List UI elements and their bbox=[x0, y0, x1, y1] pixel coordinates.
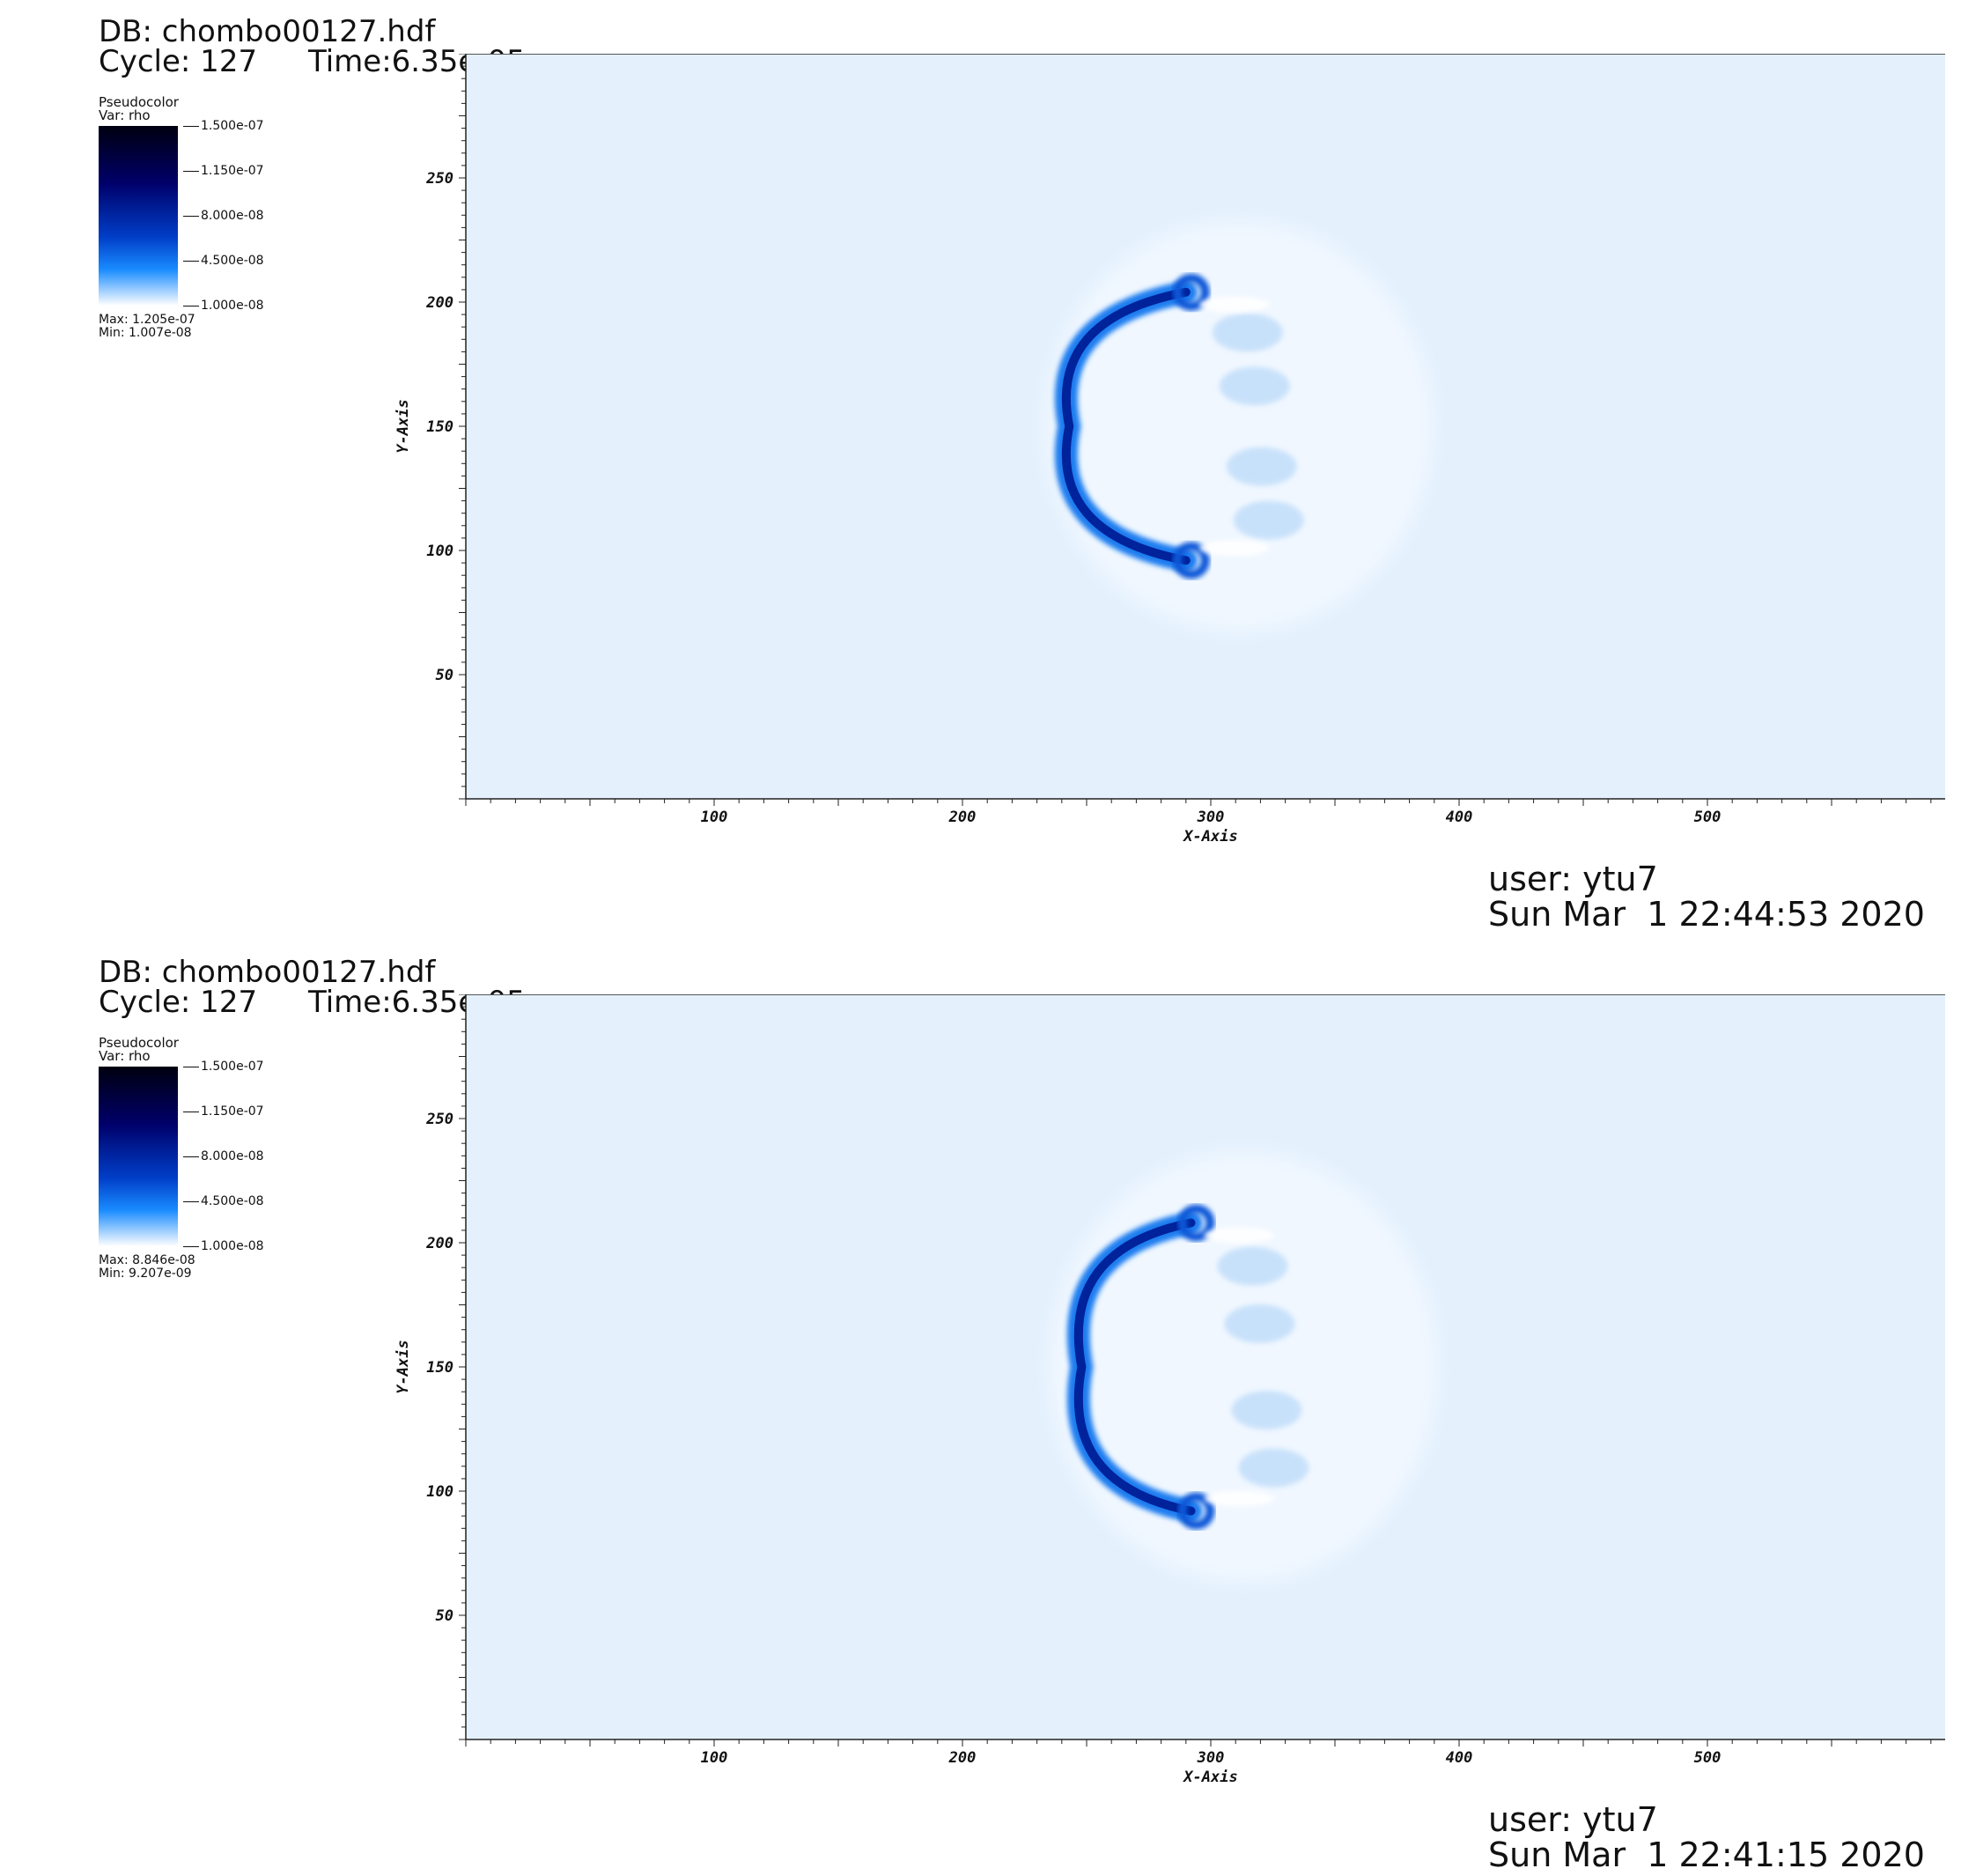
db-label: DB: chombo00127.hdf bbox=[99, 14, 436, 49]
heatmap-plot: 100 200 300 400 500 50 100 150 200 250 X-Axis Y-Axi… bbox=[395, 994, 1945, 1786]
wake-swirl bbox=[1226, 447, 1297, 486]
legend-plot-type: Pseudocolor bbox=[99, 94, 179, 110]
y-tick-label: 250 bbox=[425, 170, 453, 188]
vortex-cap bbox=[1172, 273, 1210, 311]
footer-date: Sun Mar 1 22:41:15 2020 bbox=[1488, 1835, 1925, 1874]
vortex-cap bbox=[1177, 1204, 1215, 1242]
heatmap-plot: 100 200 300 400 500 50 100 150 200 250 X-Axis Y-Axi… bbox=[395, 54, 1945, 846]
shock-arc-core bbox=[1073, 1218, 1196, 1516]
legend-colorbar bbox=[99, 1067, 178, 1246]
cycle-label: Cycle: 127 bbox=[99, 985, 258, 1020]
x-tick-label: 200 bbox=[948, 809, 977, 826]
plot-panel-2: DB: chombo00127.hdf Cycle: 127 Time:6.35… bbox=[0, 941, 1976, 1876]
wake-swirl bbox=[1238, 1448, 1309, 1488]
density-shock-front bbox=[1050, 1152, 1438, 1582]
x-tick-label: 500 bbox=[1694, 809, 1722, 826]
x-tick-label: 400 bbox=[1446, 1749, 1473, 1767]
x-tick-label: 300 bbox=[1197, 809, 1225, 826]
x-tick-label: 300 bbox=[1197, 1749, 1225, 1767]
legend-var: Var: rho bbox=[99, 107, 151, 123]
y-tick-label: 100 bbox=[426, 543, 453, 560]
db-label: DB: chombo00127.hdf bbox=[99, 955, 436, 990]
y-axis-title: Y-Axis bbox=[395, 399, 412, 453]
y-tick-label: 150 bbox=[426, 1359, 453, 1377]
legend-tick: 4.500e-08 bbox=[183, 1194, 264, 1208]
plot-panel-1: DB: chombo00127.hdf Cycle: 127 Time:6.35… bbox=[0, 0, 1976, 935]
vortex-tail bbox=[1204, 1227, 1275, 1244]
x-tick-label: 400 bbox=[1446, 809, 1473, 826]
x-tick-label: 100 bbox=[701, 809, 728, 826]
cycle-label: Cycle: 127 bbox=[99, 44, 258, 79]
x-tick-label: 100 bbox=[701, 1749, 728, 1767]
wake-swirl bbox=[1217, 1246, 1288, 1286]
legend-min: Min: 9.207e-09 bbox=[99, 1267, 192, 1281]
legend-tick: 1.150e-07 bbox=[183, 164, 264, 178]
footer-user: user: ytu7 bbox=[1488, 860, 1658, 898]
legend-plot-type: Pseudocolor bbox=[99, 1035, 179, 1051]
legend-colorbar bbox=[99, 126, 178, 306]
wake-swirl bbox=[1224, 1304, 1295, 1343]
density-halo bbox=[1050, 1152, 1438, 1582]
vortex-cap bbox=[1172, 542, 1210, 580]
legend-tick: 1.000e-08 bbox=[183, 299, 264, 313]
wake-swirl bbox=[1233, 500, 1304, 540]
y-tick-label: 200 bbox=[425, 1235, 453, 1252]
vortex-tail bbox=[1198, 540, 1270, 557]
legend-tick: 1.150e-07 bbox=[183, 1104, 264, 1119]
x-tick-label: 500 bbox=[1694, 1749, 1722, 1767]
legend-max: Max: 8.846e-08 bbox=[99, 1253, 195, 1267]
density-halo bbox=[1044, 221, 1433, 631]
wake-swirl bbox=[1231, 1391, 1302, 1430]
y-axis-title: Y-Axis bbox=[395, 1340, 412, 1393]
y-tick-label: 150 bbox=[426, 418, 453, 436]
x-axis-title: X-Axis bbox=[1182, 1769, 1237, 1786]
footer-date: Sun Mar 1 22:44:53 2020 bbox=[1488, 895, 1925, 934]
y-tick-label: 200 bbox=[425, 294, 453, 312]
vortex-tail bbox=[1198, 296, 1270, 313]
footer-user: user: ytu7 bbox=[1488, 1800, 1658, 1839]
legend-tick: 1.500e-07 bbox=[183, 119, 264, 133]
legend-var: Var: rho bbox=[99, 1048, 151, 1064]
legend-max: Max: 1.205e-07 bbox=[99, 313, 195, 327]
y-tick-label: 50 bbox=[436, 1607, 453, 1625]
legend-tick: 1.500e-07 bbox=[183, 1060, 264, 1074]
x-tick-label: 200 bbox=[948, 1749, 977, 1767]
wake-swirl bbox=[1212, 313, 1283, 352]
legend-tick: 8.000e-08 bbox=[183, 1149, 264, 1163]
shock-arc-core bbox=[1061, 287, 1191, 565]
x-axis-title: X-Axis bbox=[1182, 828, 1237, 846]
vortex-cap bbox=[1177, 1492, 1215, 1530]
legend-tick: 4.500e-08 bbox=[183, 254, 264, 268]
y-tick-label: 100 bbox=[426, 1483, 453, 1501]
legend-tick: 8.000e-08 bbox=[183, 209, 264, 223]
y-tick-label: 50 bbox=[436, 667, 453, 684]
legend-tick: 1.000e-08 bbox=[183, 1239, 264, 1253]
legend-min: Min: 1.007e-08 bbox=[99, 326, 192, 340]
y-tick-label: 250 bbox=[425, 1111, 453, 1128]
wake-swirl bbox=[1219, 366, 1290, 406]
vortex-tail bbox=[1204, 1490, 1275, 1507]
density-shock-front bbox=[1044, 221, 1433, 631]
